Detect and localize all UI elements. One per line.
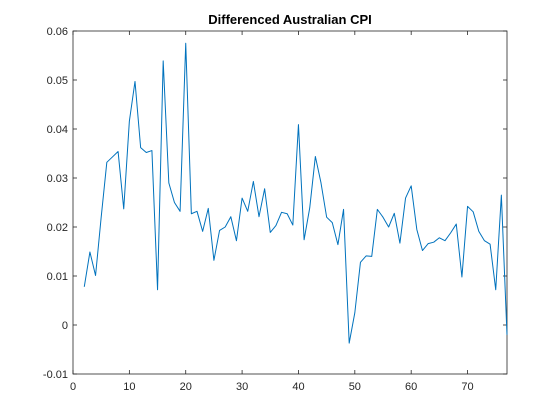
x-tick-label: 50 bbox=[349, 381, 361, 393]
y-tick-label: 0.05 bbox=[47, 75, 68, 87]
y-tick-label: 0.06 bbox=[47, 26, 68, 38]
y-tick-label: 0 bbox=[62, 320, 68, 332]
x-axis: 0 10 20 30 40 50 60 70 bbox=[70, 31, 474, 393]
y-tick-label: 0.02 bbox=[47, 222, 68, 234]
chart-title: Differenced Australian CPI bbox=[208, 12, 372, 27]
x-tick-label: 30 bbox=[236, 381, 248, 393]
x-tick-label: 70 bbox=[461, 381, 473, 393]
y-tick-label: 0.01 bbox=[47, 271, 68, 283]
series-line bbox=[83, 42, 508, 344]
x-tick-label: 20 bbox=[180, 381, 192, 393]
y-tick-label: 0.04 bbox=[47, 124, 68, 136]
x-tick-label: 0 bbox=[70, 381, 76, 393]
x-tick-label: 40 bbox=[292, 381, 304, 393]
x-tick-label: 60 bbox=[405, 381, 417, 393]
axes-box bbox=[72, 30, 508, 375]
y-axis: -0.01 0 0.01 0.02 0.03 0.04 0.05 0.06 bbox=[43, 26, 507, 381]
y-tick-label: -0.01 bbox=[43, 369, 68, 381]
x-tick-label: 10 bbox=[123, 381, 135, 393]
y-tick-label: 0.03 bbox=[47, 173, 68, 185]
